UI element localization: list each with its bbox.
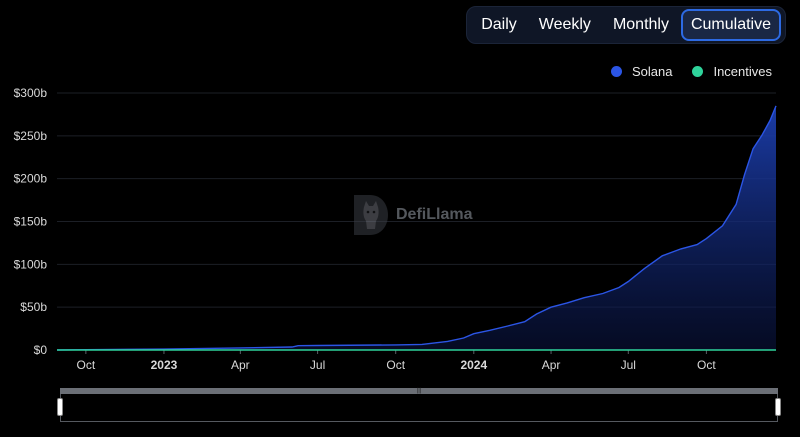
zoom-slider[interactable]: ||| — [57, 388, 781, 422]
y-tick-label: $200b — [14, 172, 48, 186]
toggle-daily-button[interactable]: Daily — [481, 16, 517, 33]
slider-window[interactable] — [60, 394, 778, 422]
y-axis-labels: $0 $50b $100b $150b $200b $250b $300b — [14, 86, 48, 357]
slider-left-handle[interactable] — [57, 398, 63, 416]
series-area-solana — [57, 105, 776, 351]
watermark-text: DefiLlama — [396, 206, 473, 223]
watermark: DefiLlama — [352, 193, 472, 237]
x-tick-label: Apr — [231, 358, 250, 372]
x-tick-label: Jul — [310, 358, 325, 372]
legend-item-incentives[interactable]: Incentives — [692, 64, 772, 79]
x-tick-label: Jul — [621, 358, 636, 372]
slider-grip-icon[interactable]: ||| — [416, 388, 422, 394]
y-tick-label: $250b — [14, 129, 48, 143]
llama-logo-icon — [354, 195, 388, 235]
x-axis-labels: Oct 2023 Apr Jul Oct 2024 Apr Jul Oct — [57, 349, 776, 372]
y-tick-label: $150b — [14, 215, 48, 229]
chart-legend: Solana Incentives — [610, 64, 772, 79]
legend-dot-solana — [610, 66, 622, 77]
x-tick-label: Apr — [542, 358, 561, 372]
x-tick-label: Oct — [697, 358, 716, 372]
series-layer — [56, 105, 777, 351]
slider-track[interactable]: ||| — [60, 388, 778, 394]
legend-dot-incentives — [692, 66, 704, 77]
legend-label-solana: Solana — [631, 64, 673, 79]
y-tick-label: $100b — [14, 257, 48, 271]
toggle-monthly-button[interactable]: Monthly — [612, 16, 669, 33]
y-tick-label: $50b — [20, 300, 47, 314]
x-tick-label: Oct — [386, 358, 405, 372]
period-toggle-group: Daily Weekly Monthly Cumulative — [466, 6, 786, 44]
y-tick-label: $300b — [14, 86, 48, 100]
x-tick-label: Oct — [77, 358, 96, 372]
toggle-cumulative-button[interactable]: Cumulative — [680, 9, 781, 41]
series-line-solana — [56, 105, 777, 351]
legend-item-solana[interactable]: Solana — [610, 64, 673, 79]
legend-label-incentives: Incentives — [713, 64, 772, 79]
slider-right-handle[interactable] — [775, 398, 781, 416]
y-tick-label: $0 — [34, 343, 48, 357]
x-tick-label: 2024 — [460, 358, 487, 372]
toggle-weekly-button[interactable]: Weekly — [538, 16, 591, 33]
grid-lines — [57, 92, 776, 351]
x-tick-label: 2023 — [151, 358, 178, 372]
